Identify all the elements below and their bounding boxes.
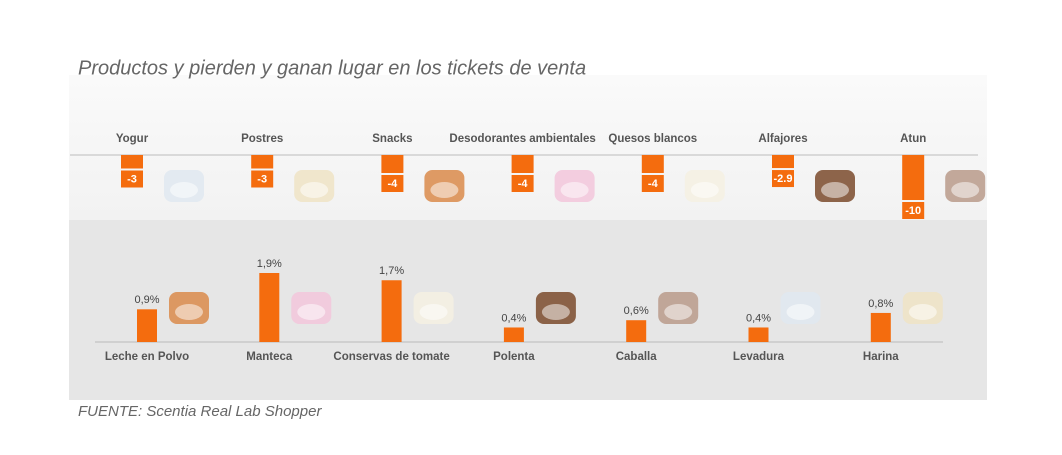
value-label: -2.9 (774, 173, 793, 185)
product-photo-detail (786, 304, 815, 320)
category-label: Polenta (493, 351, 535, 363)
value-label: -4 (388, 178, 399, 190)
category-label: Snacks (372, 133, 412, 145)
product-photo-detail (419, 304, 448, 320)
chart-title: Productos y pierden y ganan lugar en los… (78, 57, 586, 79)
product-photo-detail (951, 182, 980, 198)
product-photo-detail (908, 304, 937, 320)
bottom-panel (69, 220, 987, 400)
bar (748, 327, 769, 342)
value-label: -4 (648, 178, 659, 190)
category-label: Alfajores (758, 133, 807, 145)
value-label: -10 (905, 205, 921, 217)
category-label: Postres (241, 133, 283, 145)
value-label: -3 (257, 173, 267, 185)
category-label: Levadura (733, 351, 785, 363)
product-photo-detail (170, 182, 198, 198)
value-box (251, 170, 274, 188)
value-label: 0,4% (501, 312, 526, 324)
bar (251, 155, 274, 169)
category-label: Atun (900, 133, 926, 145)
value-box (641, 175, 664, 192)
category-label: Desodorantes ambientales (449, 133, 595, 145)
product-photo-detail (541, 304, 570, 320)
product-photo-detail (300, 182, 329, 198)
category-label: Quesos blancos (608, 133, 697, 145)
value-label: 0,4% (746, 312, 771, 324)
category-label: Yogur (116, 133, 149, 145)
bar (626, 320, 647, 342)
bar (511, 155, 534, 173)
bar (641, 155, 664, 173)
category-label: Leche en Polvo (105, 351, 189, 363)
value-label: -3 (127, 173, 137, 185)
bar (259, 273, 280, 342)
product-photo-detail (690, 182, 719, 198)
category-label: Conservas de tomate (333, 351, 449, 363)
value-label: -4 (518, 178, 529, 190)
bar (870, 312, 891, 342)
value-box (381, 175, 404, 192)
category-label: Caballa (616, 351, 658, 363)
bar (772, 155, 794, 169)
value-label: 0,6% (624, 305, 649, 317)
bar (503, 327, 524, 342)
product-photo-detail (430, 182, 459, 198)
category-label: Manteca (246, 351, 293, 363)
bar (902, 155, 925, 200)
value-label: 1,7% (379, 265, 404, 277)
value-box (902, 202, 925, 219)
product-photo-detail (664, 304, 693, 320)
product-photo-detail (175, 304, 203, 320)
product-photo-detail (821, 182, 849, 198)
source-note: FUENTE: Scentia Real Lab Shopper (78, 403, 322, 420)
bar (381, 280, 402, 342)
category-label: Harina (863, 351, 899, 363)
value-label: 1,9% (257, 258, 282, 270)
value-label: 0,9% (134, 294, 159, 306)
product-photo-detail (560, 182, 589, 198)
product-photo-detail (297, 304, 326, 320)
bar (381, 155, 404, 173)
value-label: 0,8% (868, 298, 893, 310)
value-box (121, 170, 143, 188)
value-box (772, 170, 794, 188)
value-box (511, 175, 534, 192)
bar (121, 155, 143, 169)
bar (137, 309, 157, 342)
